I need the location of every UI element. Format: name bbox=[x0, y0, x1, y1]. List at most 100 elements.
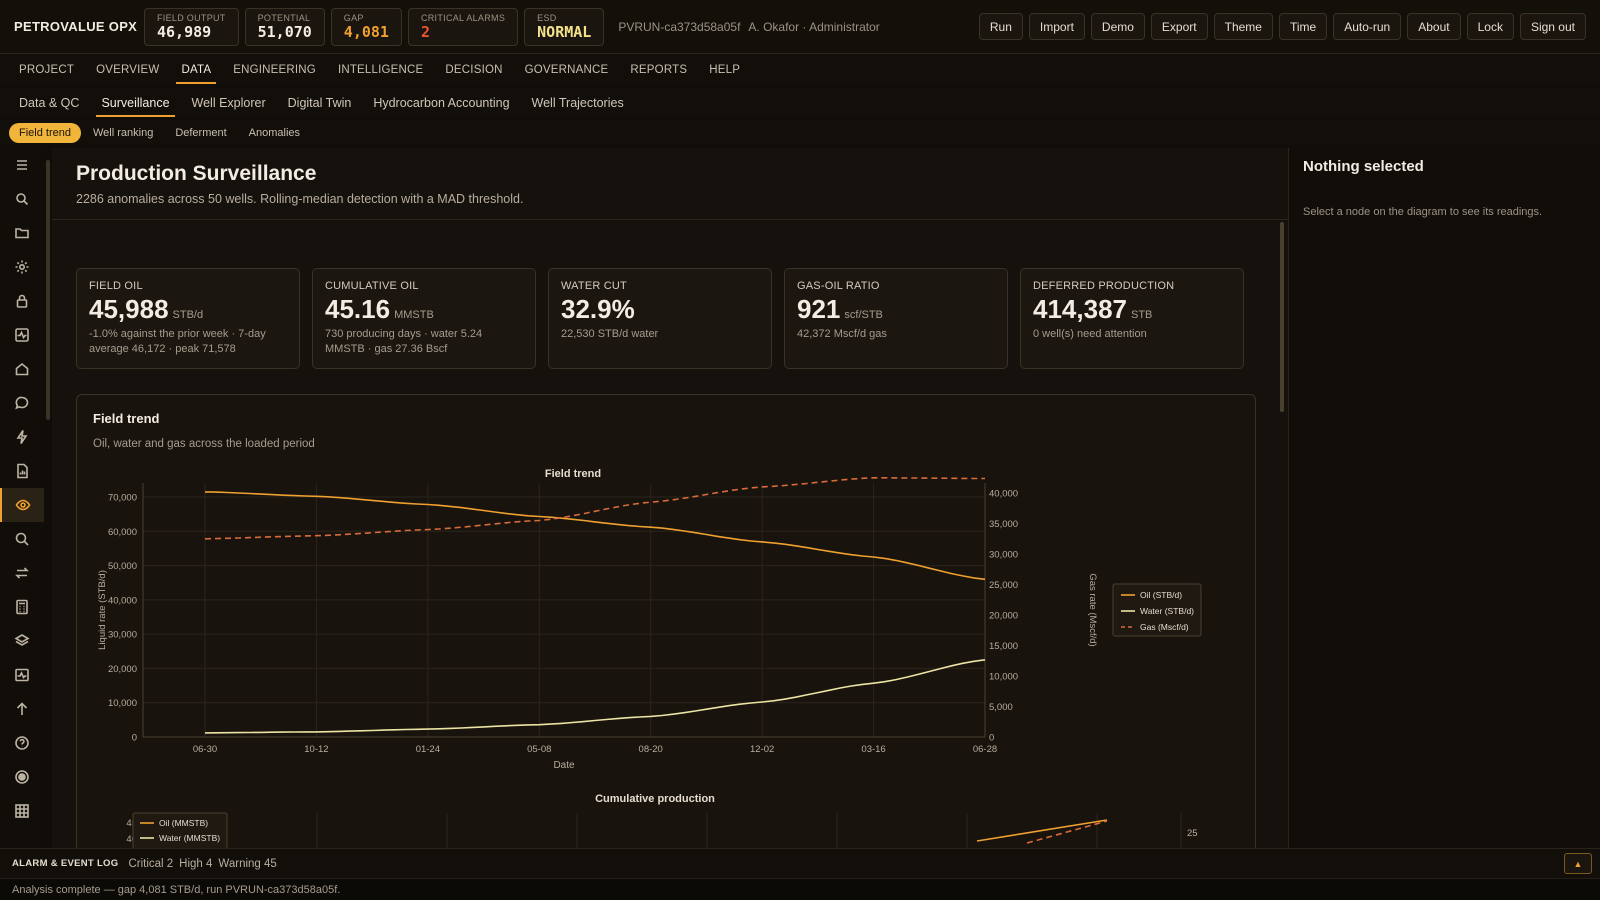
y2-tick-label: 0 bbox=[989, 733, 994, 744]
pill-field-trend[interactable]: Field trend bbox=[9, 123, 81, 143]
x-tick-label: 05-08 bbox=[527, 744, 551, 755]
kpi-strip: FIELD OUTPUT 46,989 POTENTIAL 51,070 GAP 4,08… bbox=[144, 7, 610, 46]
sub-nav: Data & QC Surveillance Well Explorer Digita… bbox=[0, 88, 1600, 118]
sidebar-eye-button[interactable] bbox=[0, 488, 44, 522]
lock-button[interactable]: Lock bbox=[1466, 13, 1514, 40]
sidebar-calculator-button[interactable] bbox=[0, 590, 44, 624]
nav-data[interactable]: DATA bbox=[170, 56, 222, 84]
card-water-cut: WATER CUT 32.9% 22,530 STB/d water bbox=[548, 268, 772, 369]
pill-well-ranking[interactable]: Well ranking bbox=[92, 127, 154, 139]
kpi-cards: FIELD OIL 45,988 STB/d -1.0% against the pr… bbox=[76, 268, 1256, 369]
kpi-value: NORMAL bbox=[537, 22, 592, 41]
sign-out-button[interactable]: Sign out bbox=[1519, 13, 1586, 40]
tab-surveillance[interactable]: Surveillance bbox=[90, 89, 180, 117]
tab-hydrocarbon-accounting[interactable]: Hydrocarbon Accounting bbox=[373, 96, 510, 110]
export-button[interactable]: Export bbox=[1150, 13, 1208, 40]
pill-deferment[interactable]: Deferment bbox=[175, 127, 227, 139]
sidebar-magnify-button[interactable] bbox=[0, 522, 44, 556]
card-note: 730 producing days · water 5.24 MMSTB · … bbox=[325, 328, 483, 355]
toolbar-actions: Run Import Demo Export Theme Time Auto-run Abou… bbox=[973, 13, 1586, 40]
sidebar-gear-button[interactable] bbox=[0, 250, 44, 284]
sidebar-monitor-button[interactable] bbox=[0, 658, 44, 692]
card-label: DEFERRED PRODUCTION bbox=[1033, 280, 1175, 292]
card-unit: STB/d bbox=[172, 309, 204, 321]
nav-help[interactable]: HELP bbox=[709, 64, 741, 76]
kpi-label: ESD bbox=[537, 12, 557, 23]
chart2-title: Cumulative production bbox=[595, 793, 715, 805]
alarm-expand-toggle[interactable]: ▲ bbox=[1564, 853, 1592, 874]
sidebar-transfer-button[interactable] bbox=[0, 556, 44, 590]
tab-data-qc[interactable]: Data & QC bbox=[19, 96, 80, 110]
sidebar-lock-button[interactable] bbox=[0, 284, 44, 318]
field-trend-panel: Field trend Oil, water and gas across th… bbox=[76, 394, 1256, 848]
main-nav: PROJECT OVERVIEW DATA ENGINEERING INTELLIGEN… bbox=[0, 54, 1600, 86]
card-label: CUMULATIVE OIL bbox=[325, 280, 419, 292]
card-note: -1.0% against the prior week · 7-day ave… bbox=[89, 328, 266, 355]
demo-button[interactable]: Demo bbox=[1090, 13, 1145, 40]
legend-label: Water (STB/d) bbox=[1140, 606, 1194, 616]
sidebar-grid-button[interactable] bbox=[0, 794, 44, 828]
tab-well-trajectories[interactable]: Well Trajectories bbox=[531, 96, 624, 110]
search-icon bbox=[16, 193, 29, 206]
card-value-row: 32.9% bbox=[561, 294, 759, 325]
theme-button[interactable]: Theme bbox=[1213, 13, 1273, 40]
sidebar-folder-button[interactable] bbox=[0, 216, 44, 250]
tab-well-explorer[interactable]: Well Explorer bbox=[191, 96, 266, 110]
series-line-gas-mscf-d bbox=[204, 477, 985, 540]
main-scrollbar[interactable] bbox=[1280, 222, 1284, 412]
nav-decision[interactable]: DECISION bbox=[445, 64, 503, 76]
nav-engineering[interactable]: ENGINEERING bbox=[233, 64, 316, 76]
kpi-value: 46,989 bbox=[157, 22, 212, 41]
pill-anomalies[interactable]: Anomalies bbox=[248, 127, 301, 139]
auto-run-button[interactable]: Auto-run bbox=[1333, 13, 1402, 40]
card-label: GAS-OIL RATIO bbox=[797, 280, 880, 292]
gear-icon bbox=[15, 260, 29, 274]
sidebar-chat-button[interactable] bbox=[0, 386, 44, 420]
sidebar-menu-button[interactable] bbox=[0, 148, 44, 182]
sidebar-pulse-button[interactable] bbox=[0, 318, 44, 352]
card-unit: STB bbox=[1130, 309, 1153, 321]
y-tick-label: 30,000 bbox=[108, 630, 137, 641]
inspector-hint: Select a node on the diagram to see its … bbox=[1303, 206, 1543, 218]
x-axis-label: Date bbox=[553, 760, 575, 771]
tab-digital-twin[interactable]: Digital Twin bbox=[287, 96, 352, 110]
card-deferred-production: DEFERRED PRODUCTION 414,387 STB 0 well(s) n… bbox=[1020, 268, 1244, 369]
kpi-label: CRITICAL ALARMS bbox=[420, 12, 506, 23]
nav-reports[interactable]: REPORTS bbox=[630, 64, 688, 76]
chat-icon bbox=[15, 396, 29, 410]
folder-icon bbox=[15, 228, 29, 239]
sidebar-bolt-button[interactable] bbox=[0, 420, 44, 454]
run-button[interactable]: Run bbox=[978, 13, 1023, 40]
y2-tick-label: 35,000 bbox=[989, 519, 1018, 530]
sidebar-search-button[interactable] bbox=[0, 182, 44, 216]
sidebar-arrow-up-button[interactable] bbox=[0, 692, 44, 726]
sidebar-home-button[interactable] bbox=[0, 352, 44, 386]
kpi-value: 51,070 bbox=[257, 22, 312, 41]
nav-governance[interactable]: GOVERNANCE bbox=[524, 64, 609, 76]
sidebar-scrollbar[interactable] bbox=[46, 160, 50, 420]
current-user: A. Okafor · Administrator bbox=[748, 19, 880, 34]
sidebar-help-button[interactable] bbox=[0, 726, 44, 760]
app-brand: PETROVALUE OPX bbox=[14, 19, 138, 34]
series-line-oil-stb-d bbox=[204, 491, 986, 581]
about-button[interactable]: About bbox=[1407, 13, 1461, 40]
time-button[interactable]: Time bbox=[1278, 13, 1328, 40]
sidebar-target-button[interactable] bbox=[0, 760, 44, 794]
card-value: 45,988 bbox=[89, 294, 169, 324]
nav-overview[interactable]: OVERVIEW bbox=[96, 64, 160, 76]
y2-tick-label: 5,000 bbox=[989, 702, 1013, 713]
sidebar-report-button[interactable] bbox=[0, 454, 44, 488]
icon-sidebar bbox=[0, 148, 46, 848]
card-cumulative-oil: CUMULATIVE OIL 45.16 MMSTB 730 producing da… bbox=[312, 268, 536, 369]
x-tick-label: 06-28 bbox=[973, 744, 997, 755]
alarm-log-bar[interactable]: ALARM & EVENT LOG Critical 2 High 4 Warn… bbox=[0, 848, 1600, 878]
nav-project[interactable]: PROJECT bbox=[19, 64, 75, 76]
chart2-y-tick-label: 40 bbox=[126, 834, 137, 845]
chart-legend: Oil (STB/d) Water (STB/d) Gas (Mscf/d) bbox=[1112, 583, 1202, 637]
import-button[interactable]: Import bbox=[1028, 13, 1085, 40]
sidebar-layers-button[interactable] bbox=[0, 624, 44, 658]
y2-tick-label: 20,000 bbox=[989, 611, 1018, 622]
nav-intelligence[interactable]: INTELLIGENCE bbox=[337, 64, 424, 76]
y-tick-label: 20,000 bbox=[108, 664, 137, 675]
view-pills: Field trend Well ranking Deferment Anomalie… bbox=[0, 120, 1600, 146]
